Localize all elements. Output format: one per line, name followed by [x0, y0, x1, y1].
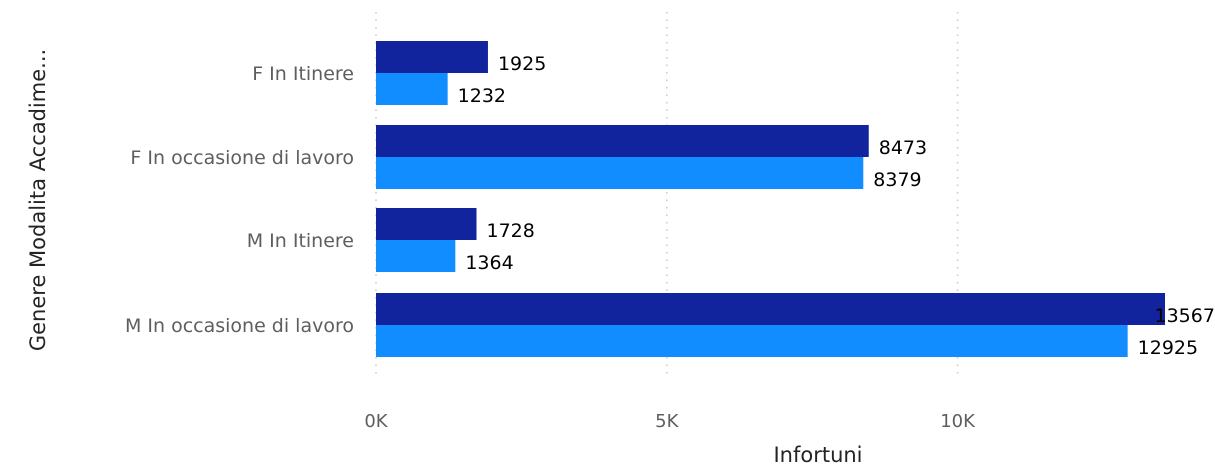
bar[interactable] — [376, 325, 1128, 357]
data-label: 8473 — [879, 137, 927, 159]
data-label: 1232 — [458, 85, 506, 107]
data-label: 12925 — [1138, 337, 1198, 359]
x-tick-label: 0K — [364, 411, 388, 432]
x-axis-title: Infortuni — [773, 443, 862, 467]
bar[interactable] — [376, 125, 869, 157]
bar[interactable] — [376, 157, 864, 189]
category-label: M In Itinere — [247, 230, 354, 252]
y-axis-title: Genere Modalita Accadime... — [26, 49, 50, 351]
category-label: F In Itinere — [252, 63, 354, 85]
bar-series — [376, 41, 1165, 357]
data-label: 1728 — [486, 220, 534, 242]
category-label: F In occasione di lavoro — [130, 147, 354, 169]
x-tick-label: 10K — [940, 411, 976, 432]
x-tick-label: 5K — [655, 411, 679, 432]
category-label: M In occasione di lavoro — [125, 315, 354, 337]
bar[interactable] — [376, 208, 477, 240]
data-label: 1364 — [465, 252, 513, 274]
bar[interactable] — [376, 293, 1165, 325]
bar[interactable] — [376, 240, 456, 272]
value-axis: 0K 5K 10K — [364, 411, 976, 432]
data-label: 13567 — [1155, 305, 1215, 327]
data-label: 8379 — [873, 169, 921, 191]
bar[interactable] — [376, 73, 448, 105]
data-label: 1925 — [498, 53, 546, 75]
category-axis: F In Itinere F In occasione di lavoro M In… — [125, 63, 354, 337]
bar[interactable] — [376, 41, 488, 73]
data-labels: 1925 1232 8473 8379 1728 1364 13567 12925 — [458, 53, 1215, 359]
